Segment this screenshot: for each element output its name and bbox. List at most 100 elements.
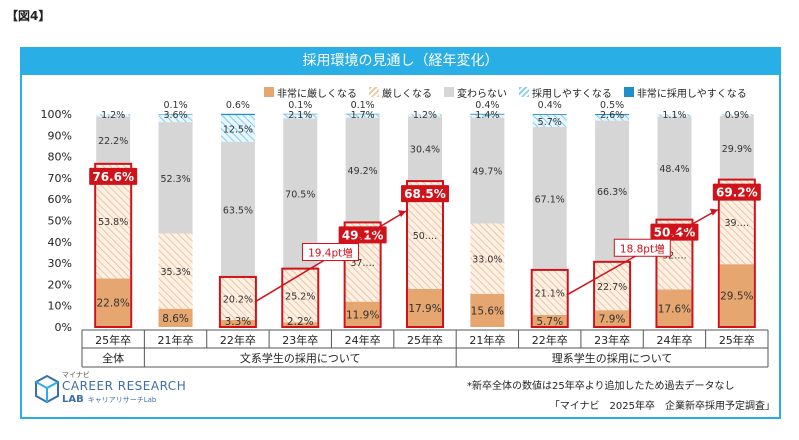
x-category-label: 25年卒	[95, 333, 131, 347]
data-label: 29.5%	[720, 291, 753, 303]
data-label: 22.7%	[597, 282, 627, 293]
data-label: 48.4%	[659, 164, 689, 175]
highlight-value: 49.1%	[342, 228, 384, 242]
bar-segment	[532, 269, 567, 315]
bar-segment	[345, 113, 380, 115]
group-label: 文系学生の採用について	[240, 351, 361, 365]
total-outline	[717, 178, 756, 328]
trend-arrow-head	[709, 208, 718, 216]
total-outline	[94, 162, 133, 328]
group-label: 全体	[102, 351, 124, 365]
bar-segment	[220, 115, 255, 142]
data-label: 0.5%	[600, 100, 624, 111]
data-label: 11.9%	[346, 309, 379, 321]
bar-segment	[532, 314, 567, 327]
data-label: 37.…	[350, 258, 375, 269]
chart-title-banner: 採用環境の見通し（経年変化）	[20, 47, 781, 75]
bar-segment	[345, 117, 380, 223]
data-label: 1.4%	[475, 110, 499, 121]
data-label: 25.2%	[285, 291, 315, 302]
bar-segment	[719, 115, 754, 180]
highlight-value: 76.6%	[92, 170, 134, 184]
bar-segment	[657, 114, 692, 117]
data-label: 32.…	[662, 251, 687, 262]
data-label: 39.…	[725, 218, 750, 229]
data-label: 1.2%	[413, 110, 437, 121]
callout-text: 19.4pt増	[308, 247, 353, 260]
data-label: 49.7%	[472, 167, 502, 178]
legend-swatch	[519, 87, 529, 97]
x-category-label: 24年卒	[345, 333, 381, 347]
legend-label: 非常に採用しやすくなる	[636, 88, 747, 100]
y-tick-label: 30%	[48, 257, 72, 270]
data-label: 1.2%	[101, 110, 125, 121]
y-tick-label: 20%	[48, 278, 72, 291]
data-label: 50.…	[413, 231, 438, 242]
data-label: 52.3%	[160, 174, 190, 185]
callout-box	[301, 243, 359, 262]
bar-segment	[220, 141, 255, 277]
data-label: 3.6%	[163, 110, 187, 121]
data-label: 0.6%	[226, 100, 250, 111]
data-label: 70.5%	[285, 190, 315, 201]
footnote: *新卒全体の数値は25年卒より追加したため過去データなし	[467, 381, 735, 392]
bar-segment	[220, 319, 255, 327]
highlight-badge	[712, 183, 761, 201]
bar-segment	[470, 117, 505, 224]
data-label: 0.1%	[351, 100, 375, 111]
group-label: 理系学生の採用について	[552, 351, 673, 365]
legend-item: 厳しくなる	[369, 85, 432, 100]
bar-segment	[158, 233, 193, 309]
bar-segment	[470, 113, 505, 115]
logo-lab-word: LAB	[62, 394, 84, 405]
data-label: 66.3%	[597, 187, 627, 198]
bar-segment	[283, 113, 318, 115]
data-label: 22.2%	[98, 136, 128, 147]
legend-item: 採用しやすくなる	[519, 85, 612, 100]
bar-segment	[158, 308, 193, 327]
logo-small-text: マイナビ	[62, 371, 90, 379]
data-label: 17.9%	[408, 303, 441, 315]
trend-arrow-head	[398, 210, 406, 218]
bar-segment	[657, 289, 692, 327]
highlight-badge	[401, 185, 449, 203]
legend-swatch	[369, 87, 379, 97]
legend-label: 非常に厳しくなる	[277, 88, 357, 100]
y-tick-label: 80%	[48, 151, 72, 164]
bar-segment	[158, 114, 193, 123]
x-category-label: 22年卒	[220, 333, 256, 347]
x-category-label: 21年卒	[469, 333, 505, 347]
total-outline	[593, 260, 632, 328]
highlight-value: 68.5%	[404, 187, 446, 201]
data-label: 3.3%	[225, 316, 252, 328]
data-label: 63.5%	[223, 205, 253, 216]
bar-segment	[657, 116, 692, 220]
bar-segment	[470, 114, 505, 118]
data-label: 17.6%	[658, 303, 691, 315]
bar-segment	[96, 116, 131, 164]
data-label: 0.9%	[725, 110, 749, 121]
bar-segment	[470, 223, 505, 294]
legend-item: 変わらない	[444, 85, 507, 100]
data-label: 67.1%	[535, 194, 565, 205]
y-tick-label: 10%	[48, 300, 72, 313]
legend-label: 変わらない	[457, 88, 507, 100]
total-outline	[530, 268, 569, 328]
bar-segment	[96, 278, 131, 327]
data-label: 0.4%	[475, 100, 499, 111]
bar-segment	[96, 114, 131, 117]
bar-segment	[532, 114, 567, 127]
bar-segment	[345, 301, 380, 327]
data-label: 33.0%	[472, 255, 502, 266]
y-tick-label: 50%	[48, 215, 72, 228]
data-label: 7.9%	[599, 314, 626, 326]
bar-segment	[220, 113, 255, 116]
data-label: 0.1%	[288, 100, 312, 111]
legend-item: 非常に採用しやすくなる	[623, 85, 747, 100]
x-category-label: 24年卒	[656, 333, 692, 347]
x-category-label: 25年卒	[407, 333, 443, 347]
data-label: 1.1%	[662, 110, 686, 121]
data-label: 29.9%	[722, 144, 752, 155]
y-tick-label: 0%	[55, 321, 72, 334]
y-tick-label: 60%	[48, 193, 72, 206]
